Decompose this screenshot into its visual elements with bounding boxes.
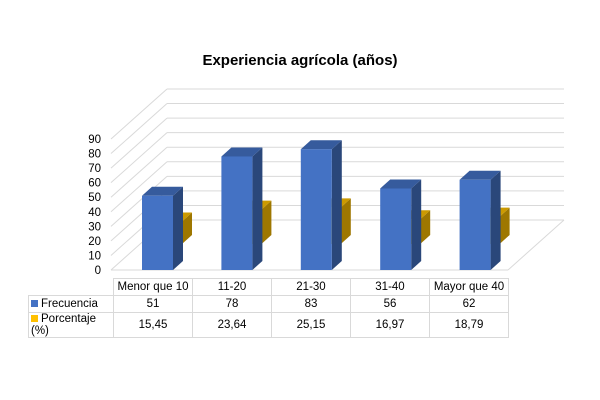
table-cell: 18,79 (429, 312, 509, 338)
table-cell: 23,64 (192, 312, 272, 338)
bar-frecuencia-front (380, 188, 412, 270)
bar-porcentaje-side (420, 210, 431, 244)
floor-right-edge (507, 219, 565, 271)
category-label: 21-30 (271, 278, 351, 296)
bar-frecuencia (221, 147, 263, 270)
table-cell: 25,15 (271, 312, 351, 338)
table-cell: 15,45 (113, 312, 193, 338)
bar-porcentaje-side (182, 212, 192, 244)
bar-frecuencia (459, 170, 501, 270)
legend-entry-porcentaje: Porcentaje (%) (28, 312, 114, 338)
bar-frecuencia-front (221, 156, 253, 270)
category-label: 11-20 (192, 278, 272, 296)
chart-title: Experiencia agrícola (años) (202, 52, 398, 69)
legend-label: Frecuencia (41, 298, 98, 310)
gridline-side (110, 175, 168, 227)
gridline-side (110, 103, 168, 154)
bar-frecuencia (380, 179, 422, 270)
bar-porcentaje-side (261, 200, 272, 244)
y-tick-label: 30 (88, 221, 101, 233)
gridline-side (110, 117, 168, 169)
bar-porcentaje-side (499, 207, 510, 244)
gridline-side (110, 146, 168, 198)
y-tick-label: 50 (88, 192, 101, 204)
y-tick-label: 80 (88, 149, 101, 161)
gridline-side (110, 88, 168, 140)
grid-layer (110, 88, 565, 271)
bar-frecuencia-top (380, 179, 422, 189)
bar-frecuencia-side (252, 147, 263, 270)
category-label: 31-40 (350, 278, 430, 296)
data-table: Menor que 10 11-20 21-30 31-40 Mayor que… (28, 278, 509, 338)
bar-frecuencia-side (173, 186, 183, 270)
bar-frecuencia (142, 186, 183, 270)
table-cell: 16,97 (350, 312, 430, 338)
y-axis: 0 10 20 30 40 50 60 70 80 90 (88, 134, 101, 277)
bar-frecuencia-top (221, 147, 263, 157)
legend-label: Porcentaje (%) (31, 313, 96, 337)
category-label: Mayor que 40 (429, 278, 509, 296)
bar-layer (142, 140, 510, 270)
table-corner (28, 278, 114, 296)
y-tick-label: 10 (88, 250, 101, 262)
table-cell: 62 (429, 295, 509, 313)
table-cell: 83 (271, 295, 351, 313)
table-cell: 78 (192, 295, 272, 313)
bar-porcentaje-side (340, 198, 351, 244)
y-tick-label: 60 (88, 178, 101, 190)
bar-frecuencia (300, 140, 342, 270)
bar-frecuencia-top (459, 170, 501, 180)
legend-entry-frecuencia: Frecuencia (28, 295, 114, 313)
y-tick-label: 90 (88, 134, 101, 146)
bar-frecuencia-side (331, 140, 342, 270)
bar-frecuencia-front (142, 195, 173, 270)
table-row-frecuencia: Frecuencia 51 78 83 56 62 (28, 295, 509, 313)
table-row-porcentaje: Porcentaje (%) 15,45 23,64 25,15 16,97 1… (28, 312, 509, 338)
category-label: Menor que 10 (113, 278, 193, 296)
y-tick-label: 70 (88, 163, 101, 175)
y-tick-label: 40 (88, 207, 101, 219)
bar-frecuencia-front (300, 149, 332, 270)
table-header-row: Menor que 10 11-20 21-30 31-40 Mayor que… (28, 278, 509, 296)
table-cell: 56 (350, 295, 430, 313)
table-cell: 51 (113, 295, 193, 313)
bar-frecuencia-top (142, 186, 183, 196)
bar-frecuencia-side (490, 170, 501, 270)
bar-frecuencia-top (300, 140, 342, 150)
legend-swatch-blue (31, 300, 38, 308)
gridline-side (110, 161, 168, 213)
y-tick-label: 0 (95, 265, 101, 277)
bar-frecuencia-front (459, 179, 491, 270)
gridline-side (110, 132, 168, 184)
bar-frecuencia-side (411, 179, 422, 270)
legend-swatch-gold (31, 315, 38, 323)
y-tick-label: 20 (88, 236, 101, 248)
